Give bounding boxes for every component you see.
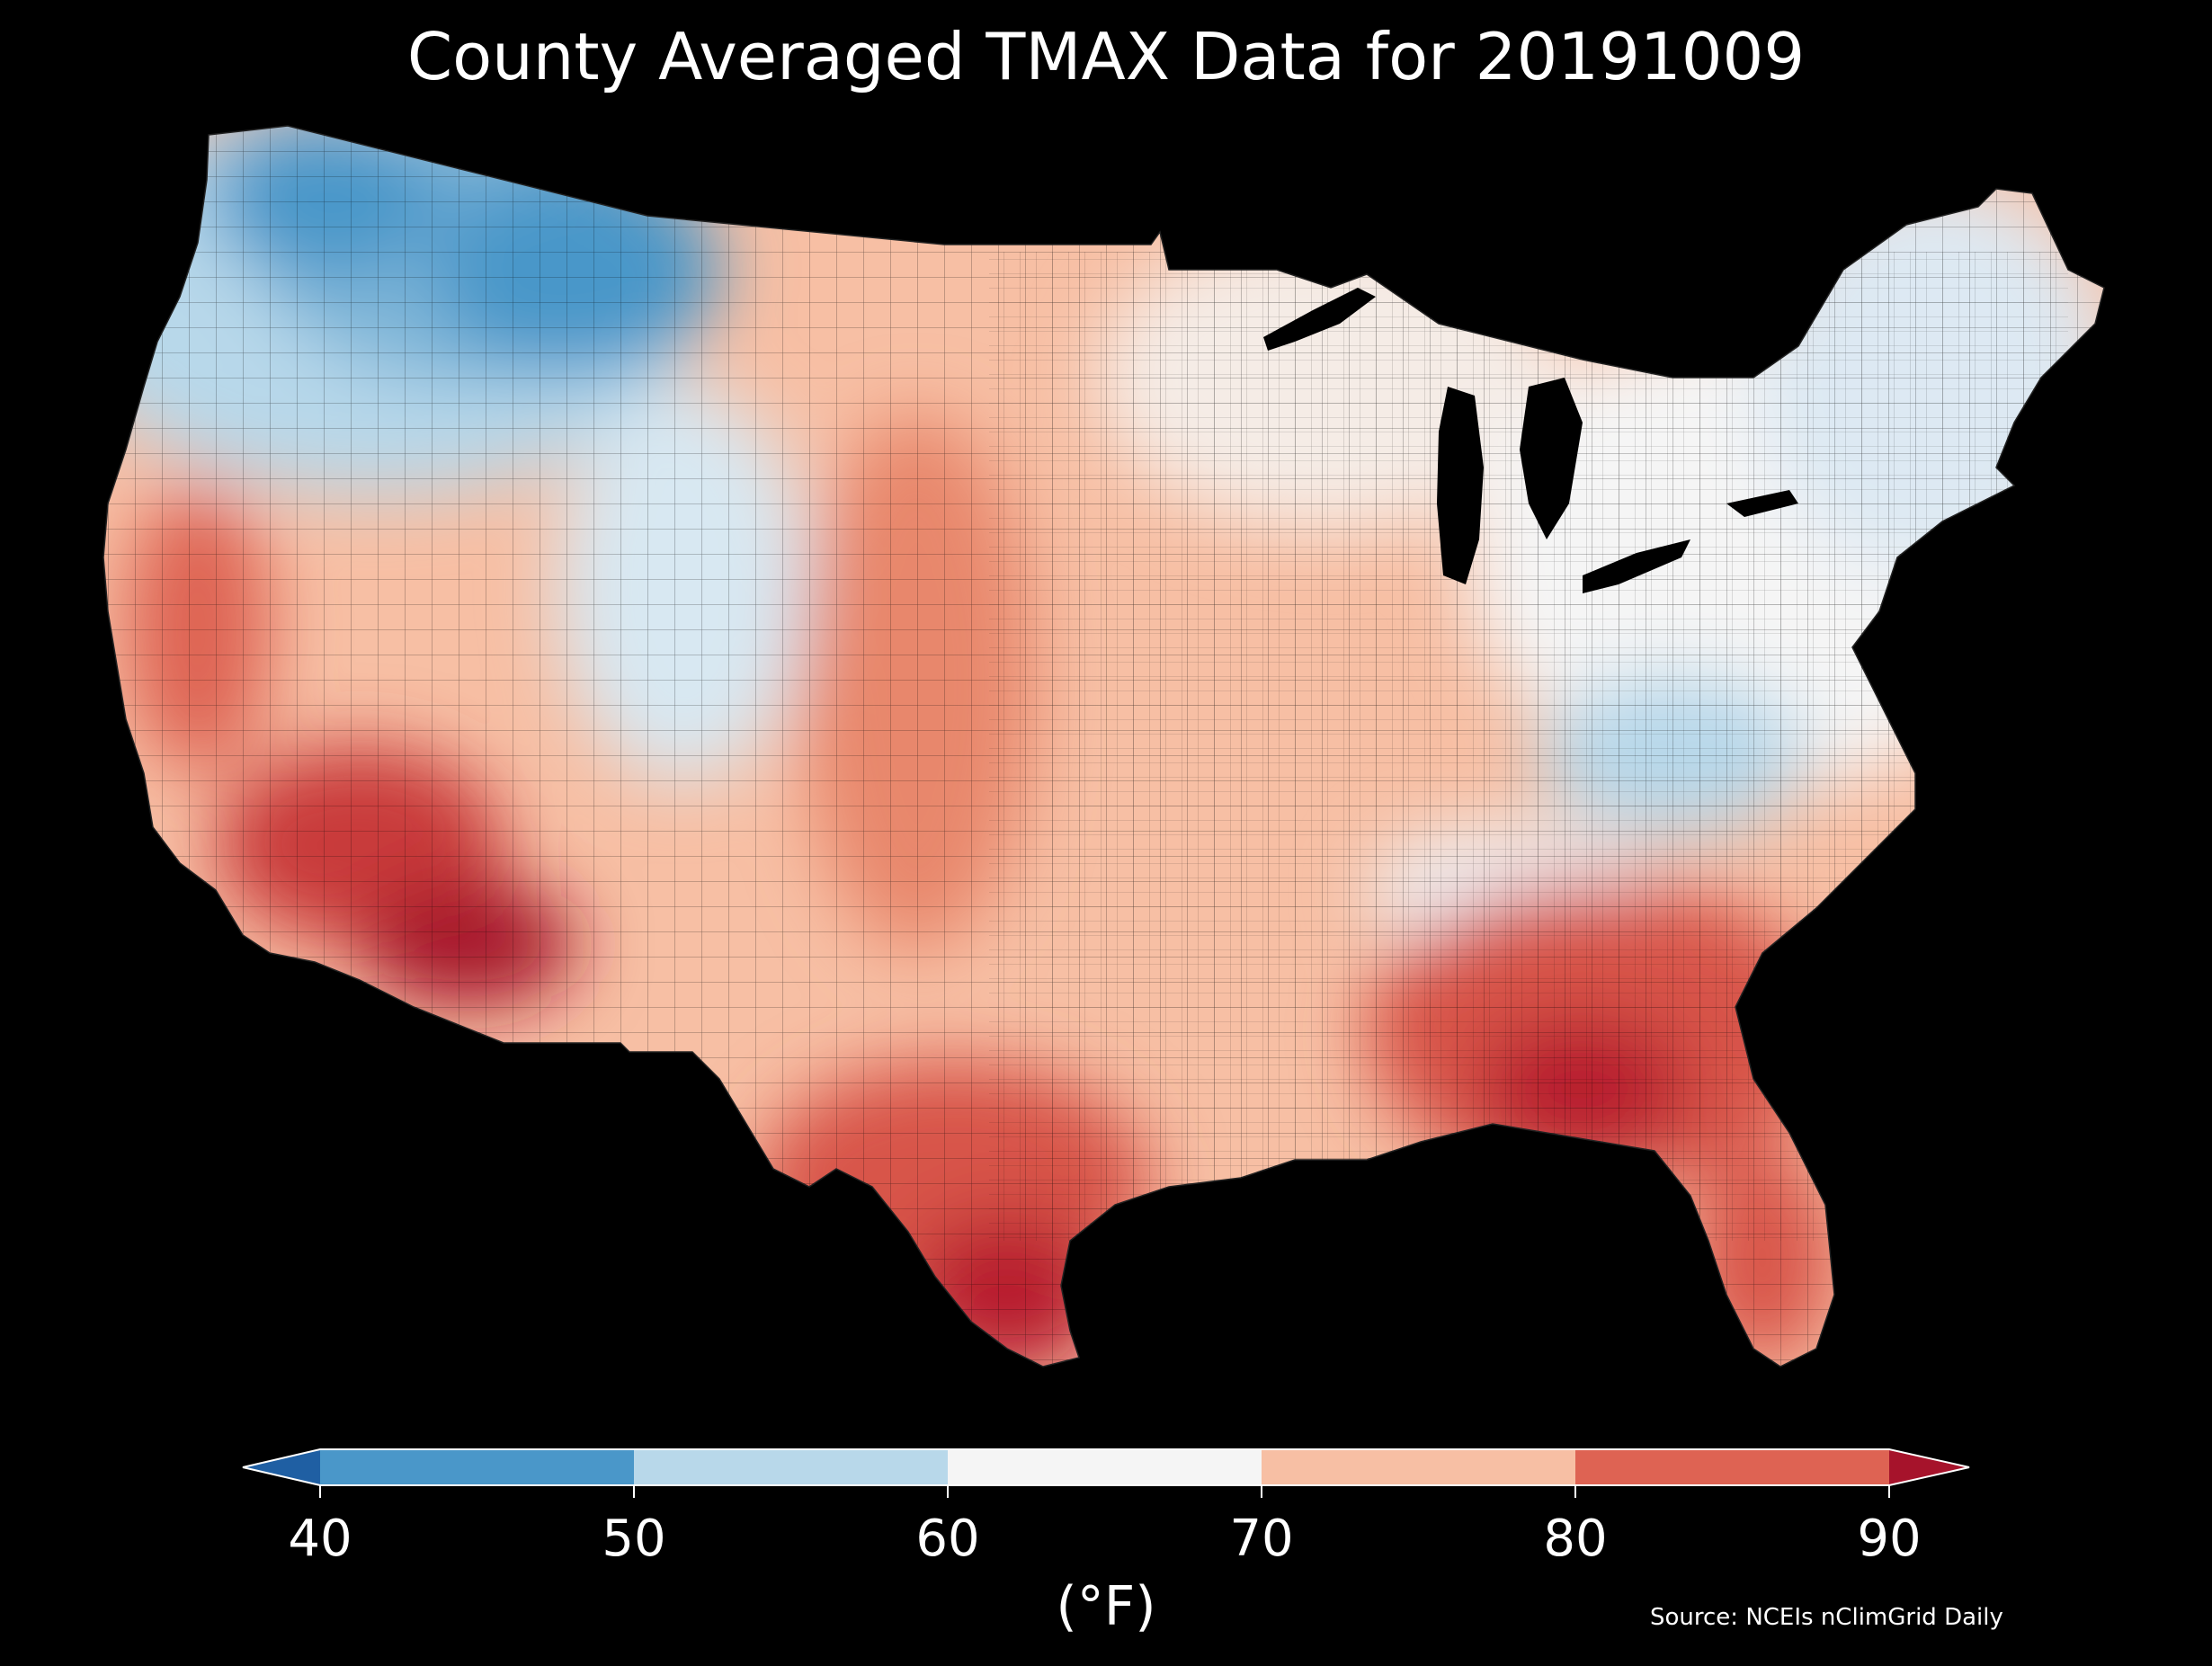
colorbar-tick-40: 40 [288,1510,352,1568]
colorbar-bin-40-50 [320,1449,635,1485]
map-title: County Averaged TMAX Data for 20191009 [406,19,1806,94]
colorbar-extend-high [1889,1449,1969,1485]
colorbar-bin-70-80 [1262,1449,1576,1485]
lake-superior [1263,288,1376,351]
colorbar-tick-80: 80 [1543,1510,1608,1568]
colorbar-bin-60-70 [948,1449,1262,1485]
source-note: Source: NCEIs nClimGrid Daily [1650,1604,2003,1631]
colorbar-bin-80-90 [1575,1449,1890,1485]
colorbar-extend-low [243,1449,320,1485]
colorbar-unit-label: (°F) [1056,1575,1156,1638]
lake-erie [1583,539,1690,593]
colorbar-bin-50-60 [634,1449,949,1485]
lake-michigan [1437,387,1484,584]
colorbar-tick-50: 50 [602,1510,666,1568]
colorbar-tick-90: 90 [1857,1510,1922,1568]
colorbar-tick-70: 70 [1229,1510,1294,1568]
colorbar-tick-60: 60 [915,1510,980,1568]
lake-ontario [1726,490,1798,517]
lake-huron [1520,378,1583,539]
